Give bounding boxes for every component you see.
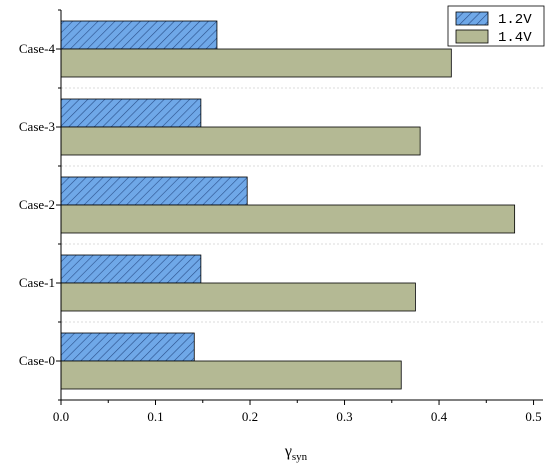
x-axis-title-main: γ <box>284 443 292 460</box>
x-tick-label: 0.5 <box>525 409 541 424</box>
legend-swatch <box>455 11 489 26</box>
legend-label: 1.2V <box>498 12 532 28</box>
bar-14V-case-2 <box>60 204 516 234</box>
legend-swatch <box>455 29 489 44</box>
bar-12V-case-4 <box>60 20 218 50</box>
x-axis-title: γsyn <box>284 443 308 463</box>
ticks <box>56 9 535 405</box>
y-tick-label: Case-2 <box>19 197 55 212</box>
bar-12V-case-2 <box>60 176 248 206</box>
y-tick-label: Case-1 <box>19 275 55 290</box>
x-tick-label: 0.3 <box>336 409 352 424</box>
bar-14V-case-0 <box>60 360 402 390</box>
grid <box>61 87 543 323</box>
legend-label: 1.4V <box>498 30 532 46</box>
bar-12V-case-3 <box>60 98 202 128</box>
x-tick-label: 0.2 <box>242 409 258 424</box>
bar-14V-case-1 <box>60 282 416 312</box>
bar-14V-case-3 <box>60 126 421 156</box>
bars <box>60 20 516 390</box>
bar-14V-case-4 <box>60 48 452 78</box>
bar-12V-case-1 <box>60 254 202 284</box>
y-tick-label: Case-0 <box>19 353 55 368</box>
y-tick-label: Case-3 <box>19 119 55 134</box>
bar-12V-case-0 <box>60 332 195 362</box>
x-axis-title-sub: syn <box>292 451 308 463</box>
x-tick-label: 0.0 <box>53 409 69 424</box>
x-tick-label: 0.4 <box>431 409 448 424</box>
legend: 1.2V 1.4V <box>447 5 545 47</box>
x-tick-label: 0.1 <box>147 409 163 424</box>
y-tick-label: Case-4 <box>19 41 56 56</box>
tick-labels: Case-0 Case-1 Case-2 Case-3 Case-4 0.0 0.1 0.2 0… <box>19 41 542 424</box>
